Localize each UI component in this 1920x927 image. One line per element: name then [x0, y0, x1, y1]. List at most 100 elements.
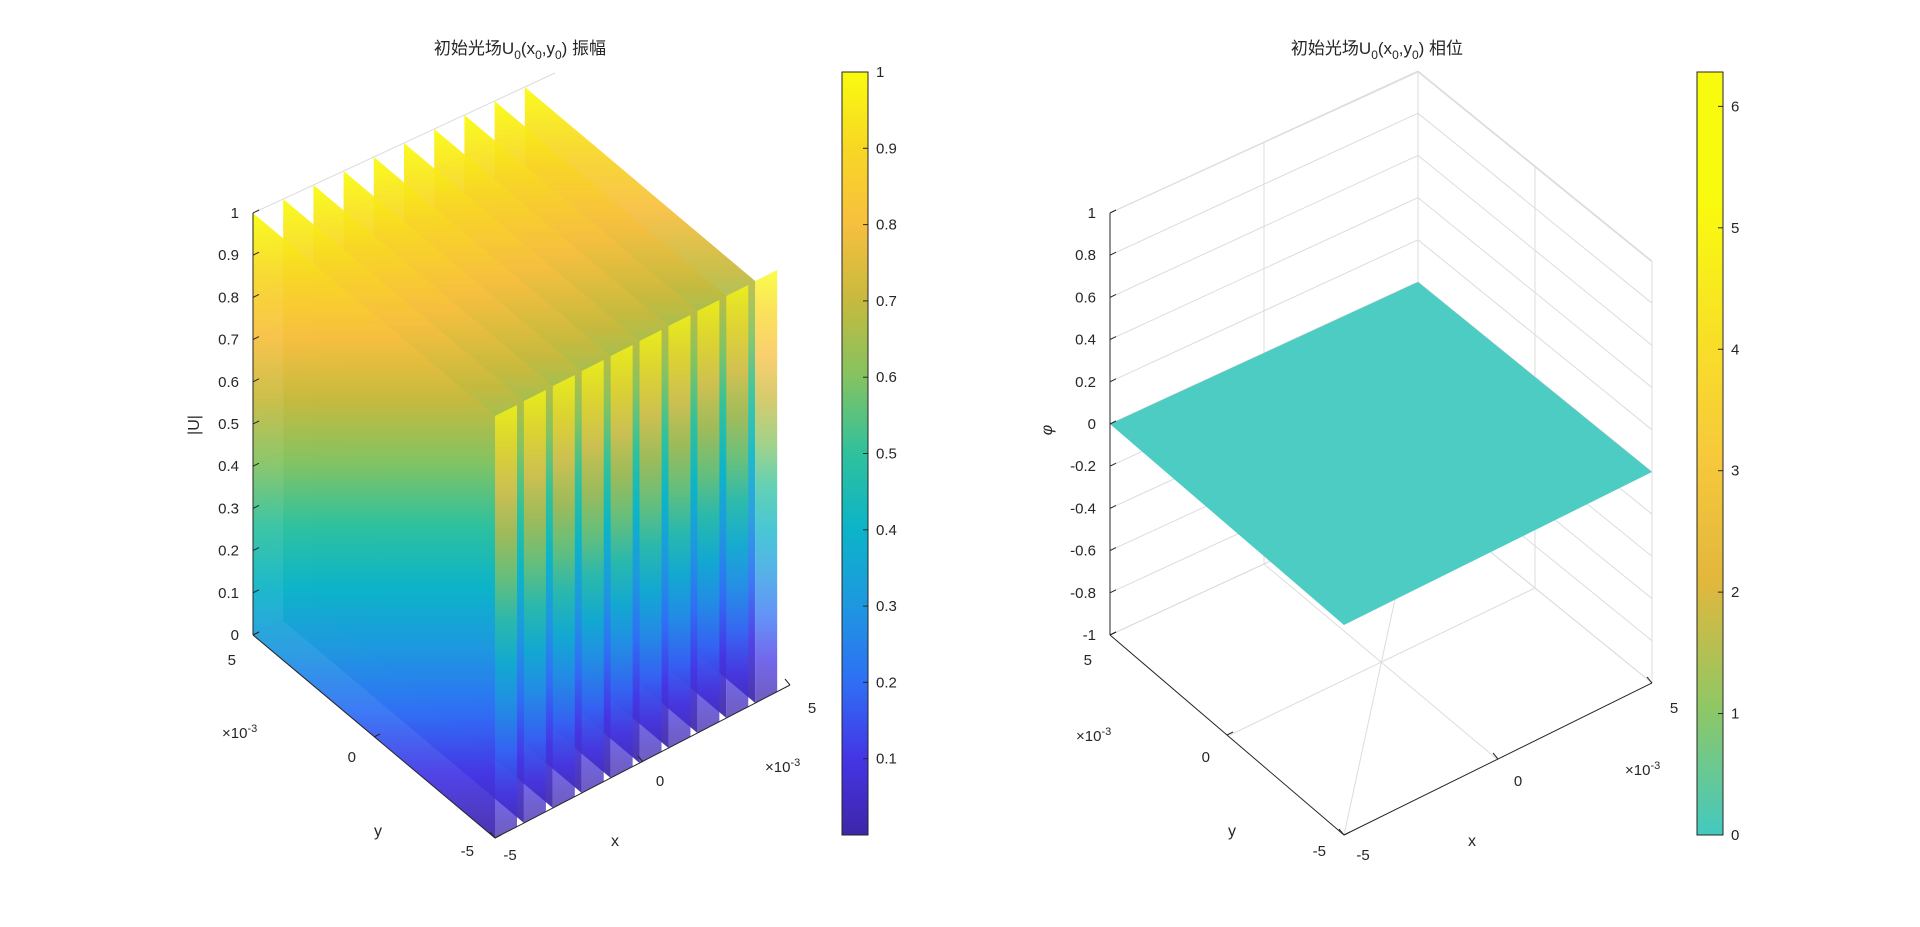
phase-y-tick-mark: [1226, 731, 1234, 736]
amp-z-tick-label: 0.1: [218, 585, 239, 602]
phase-y-tick-mark: [1343, 831, 1351, 836]
amp-z-tick-label: 0.2: [218, 543, 239, 560]
phase-z-tick-mark: [1109, 547, 1117, 552]
phase-z-tick-mark: [1109, 504, 1117, 509]
phase-colorbar-bar: [1696, 71, 1724, 836]
amp-z-tick-label: 0.7: [218, 332, 239, 349]
phase-z-tick-label: 0.2: [1075, 374, 1096, 391]
amp-z-tick-mark: [252, 209, 260, 214]
amplitude-colorbar: 0.1 0.2 0.3 0.4 0.5 0.6 0.7 0.8 0.9 1: [841, 64, 897, 836]
phase-z-label: φ: [1039, 425, 1056, 435]
amp-y-tick-5: 5: [228, 652, 236, 669]
amp-x-tick-mark: [637, 755, 644, 763]
colorbar-tick-label: 0.4: [876, 522, 897, 539]
phase-y-label: y: [1228, 823, 1236, 840]
amp-y-tick-mark: [494, 834, 502, 839]
amp-x-label: x: [611, 833, 619, 850]
phase-x-tick-neg5: -5: [1356, 847, 1369, 864]
amplitude-z-ticks: 0 0.1 0.2 0.3 0.4 0.5 0.6 0.7 0.8 0.9 1: [218, 205, 260, 644]
amp-z-tick-mark: [252, 547, 260, 552]
amplitude-plot: 初始光场U0(x0,y0) 振幅 00.10.20.30.40.50.60.70…: [186, 39, 816, 864]
amp-z-label: |U|: [186, 415, 203, 435]
amp-z-tick-label: 0.8: [218, 289, 239, 306]
amp-fringe-edge: [668, 315, 691, 749]
amp-x-tick-mark: [784, 678, 791, 686]
phase-back-wall-right: [1417, 71, 1653, 683]
phase-wall-gridline-right: [1417, 239, 1653, 431]
amp-fringe-edge: [610, 345, 633, 779]
phase-wall-gridline-left: [1109, 112, 1419, 256]
amp-x-exponent: ×10-3: [765, 757, 800, 776]
amp-z-tick-mark: [252, 589, 260, 594]
phase-z-tick-label: -1: [1083, 627, 1096, 644]
phase-y-tick-5: 5: [1084, 652, 1092, 669]
amp-z-tick-mark: [252, 251, 260, 256]
phase-z-tick-label: 0.4: [1075, 332, 1096, 349]
phase-wall-gridline-left: [1109, 239, 1419, 383]
colorbar-tick-label: 0.6: [876, 369, 897, 386]
amp-x-tick-0: 0: [656, 773, 664, 790]
amp-y-tick-mark: [373, 733, 381, 738]
colorbar-tick-label: 0.5: [876, 446, 897, 463]
amp-y-tick-mark: [252, 631, 260, 636]
amp-z-tick-label: 1: [231, 205, 239, 222]
phase-wall-gridline-right: [1417, 197, 1653, 388]
phase-wall-gridline-left: [1109, 154, 1419, 298]
amp-fringe-edge: [552, 375, 575, 809]
phase-z-tick-label: -0.8: [1070, 585, 1096, 602]
phase-wall-gridline-right: [1417, 155, 1653, 346]
phase-z-tick-mark: [1109, 293, 1117, 298]
phase-wall-gridline-right: [1417, 112, 1653, 304]
amp-z-tick-label: 0.4: [218, 458, 239, 475]
phase-z-tick-mark: [1109, 251, 1117, 256]
phase-z-tick-mark: [1109, 589, 1117, 594]
colorbar-tick-label: 0.7: [876, 293, 897, 310]
phase-z-tick-label: -0.6: [1070, 543, 1096, 560]
phase-colorbar-ticks: 0 1 2 3 4 5 6: [1718, 98, 1739, 844]
phase-z-tick-mark: [1109, 462, 1117, 467]
amplitude-title: 初始光场U0(x0,y0) 振幅: [434, 39, 606, 62]
amp-x-tick-5: 5: [808, 700, 816, 717]
phase-y-exponent: ×10-3: [1076, 726, 1111, 745]
phase-title: 初始光场U0(x0,y0) 相位: [1291, 39, 1463, 62]
amp-fringe-edge: [697, 300, 720, 734]
amp-z-tick-mark: [252, 504, 260, 509]
amp-z-tick-mark: [252, 462, 260, 467]
phase-colorbar: 0 1 2 3 4 5 6: [1696, 71, 1739, 844]
amp-z-tick-label: 0.6: [218, 374, 239, 391]
amp-fringe-edge: [495, 405, 517, 838]
colorbar-tick-label: 6: [1731, 98, 1739, 115]
amp-z-tick-label: 0.3: [218, 500, 239, 517]
phase-x-tick-mark: [1338, 828, 1345, 836]
phase-wall-gridline-left: [1109, 197, 1419, 341]
amplitude-colorbar-ticks: 0.1 0.2 0.3 0.4 0.5 0.6 0.7 0.8 0.9 1: [863, 64, 897, 768]
amp-z-tick-mark: [252, 378, 260, 383]
phase-y-tick-neg5: -5: [1313, 843, 1326, 860]
phase-z-tick-label: 0: [1088, 416, 1096, 433]
phase-z-tick-mark: [1109, 209, 1117, 214]
phase-z-ticks: -1 -0.8 -0.6 -0.4 -0.2 0 0.2 0.4 0.6 0.8 1: [1070, 205, 1117, 644]
phase-z-tick-label: 1: [1088, 205, 1096, 222]
amp-fringe-stripe: [253, 213, 495, 838]
phase-x-tick-0: 0: [1514, 773, 1522, 790]
phase-wall-gridline-right: [1417, 70, 1653, 262]
phase-x-label: x: [1468, 833, 1476, 850]
amp-z-tick-label: 0.9: [218, 247, 239, 264]
colorbar-tick-label: 0.9: [876, 140, 897, 157]
amplitude-surface: [253, 87, 778, 838]
phase-floor-grid-3: [1229, 587, 1536, 736]
colorbar-tick-label: 0.2: [876, 674, 897, 691]
phase-wall-gridline-left: [1109, 70, 1419, 214]
phase-plot: 初始光场U0(x0,y0) 相位 -1 -0.8 -0.6 -0.4 -0.2 0 0.2 0…: [1039, 39, 1678, 864]
phase-z-tick-label: -0.4: [1070, 500, 1096, 517]
amp-y-tick-0: 0: [348, 749, 356, 766]
amp-fringe-edge: [726, 285, 749, 719]
colorbar-tick-label: 2: [1731, 584, 1739, 601]
phase-z-tick-mark: [1109, 420, 1117, 425]
amp-y-tick-neg5: -5: [461, 843, 474, 860]
amp-fringe-edge: [523, 390, 546, 824]
phase-y-tick-mark: [1109, 631, 1117, 636]
phase-x-tick-mark: [1492, 752, 1499, 760]
phase-x-exponent: ×10-3: [1625, 760, 1660, 779]
